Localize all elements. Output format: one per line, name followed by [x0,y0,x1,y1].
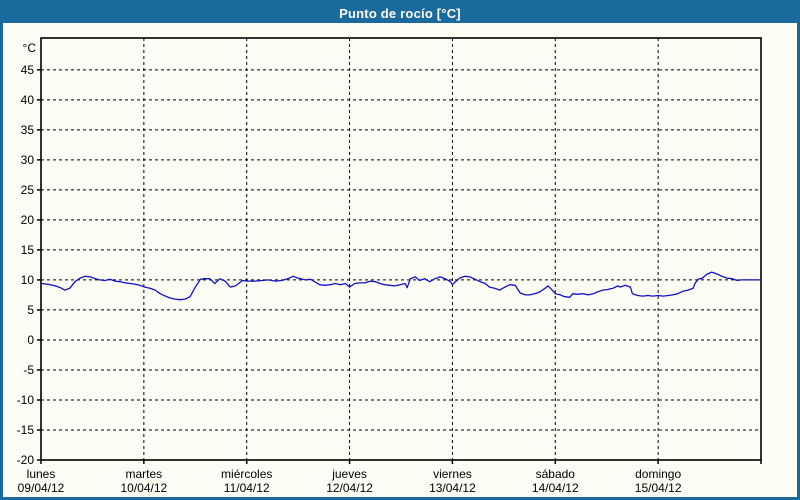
day-date-label: 10/04/12 [120,481,167,495]
day-name-label: domingo [635,467,681,481]
y-tick-label: -20 [17,453,35,467]
day-date-label: 12/04/12 [326,481,373,495]
axis-labels: 45 40 35 30 25 20 15 10 5 0 -5 -10 -15 -20 °C lunes09/0… [17,41,682,495]
y-tick-label: -10 [17,393,35,407]
y-tick-label: -15 [17,423,35,437]
y-tick-label: 45 [21,63,35,77]
y-tick-label: 25 [21,183,35,197]
y-tick-label: 35 [21,123,35,137]
title-bar: Punto de rocío [°C] [3,3,797,23]
y-axis-unit-label: °C [23,41,37,55]
y-tick-label: 40 [21,93,35,107]
y-tick-label: 20 [21,213,35,227]
day-date-label: 11/04/12 [224,481,270,495]
axes [37,37,762,464]
day-name-label: miércoles [221,467,272,481]
y-tick-label: 5 [27,303,34,317]
y-tick-label: 0 [27,333,34,347]
chart-title: Punto de rocío [°C] [339,5,461,21]
day-date-label: 15/04/12 [635,481,682,495]
chart-content: Punto de rocío [°C] 45 40 35 30 25 20 15 10 5 0 -5… [3,3,797,497]
y-tick-label: -5 [23,363,34,377]
day-name-label: martes [126,467,163,481]
y-tick-label: 30 [21,153,35,167]
day-name-label: lunes [27,467,56,481]
y-tick-label: 10 [21,273,35,287]
dew-point-chart: 45 40 35 30 25 20 15 10 5 0 -5 -10 -15 -20 °C lunes09/0… [17,37,762,495]
gridlines [41,38,761,460]
y-tick-label: 15 [21,243,35,257]
day-name-label: viernes [433,467,472,481]
day-name-label: jueves [331,467,367,481]
plot-frame [40,37,762,461]
dew-point-line [41,271,761,301]
day-name-label: sábado [536,467,576,481]
day-date-label: 14/04/12 [532,481,579,495]
day-date-label: 09/04/12 [18,481,65,495]
day-date-label: 13/04/12 [429,481,476,495]
